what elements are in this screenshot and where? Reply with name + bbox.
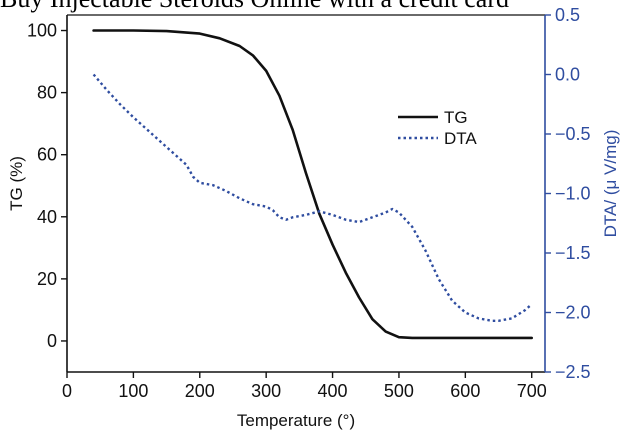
y-tick-label: 0 — [47, 331, 57, 351]
y2-tick-label: −1.0 — [555, 184, 591, 204]
x-tick-label: 600 — [450, 381, 480, 401]
series-line-tg — [92, 29, 534, 340]
x-tick-label: 200 — [185, 381, 215, 401]
y2-tick-label: −0.5 — [555, 124, 591, 144]
y2-tick-label: −2.5 — [555, 362, 591, 382]
y2-tick-label: 0.0 — [555, 65, 580, 85]
legend-label-dta: DTA — [444, 129, 477, 148]
y2-tick-label: −1.5 — [555, 243, 591, 263]
y-tick-label: 100 — [27, 21, 57, 41]
top-caption: Buy Injectable Steroids Online with a cr… — [0, 0, 628, 14]
y-axis-title: TG (%) — [7, 156, 26, 211]
y2-axis-title: DTA/ (μ V/mg) — [601, 130, 620, 238]
x-tick-label: 0 — [62, 381, 72, 401]
y2-tick-label: −2.0 — [555, 303, 591, 323]
x-axis-title: Temperature (°) — [237, 411, 355, 430]
x-tick-label: 700 — [517, 381, 547, 401]
x-tick-label: 500 — [384, 381, 414, 401]
y-tick-label: 20 — [37, 269, 57, 289]
y-tick-label: 60 — [37, 145, 57, 165]
x-tick-label: 300 — [251, 381, 281, 401]
series-line-dta — [92, 73, 533, 322]
x-tick-label: 100 — [118, 381, 148, 401]
y2-tick-label: 0.5 — [555, 5, 580, 25]
y-tick-label: 80 — [37, 83, 57, 103]
legend-label-tg: TG — [444, 108, 468, 127]
x-tick-label: 400 — [318, 381, 348, 401]
y-tick-label: 40 — [37, 207, 57, 227]
